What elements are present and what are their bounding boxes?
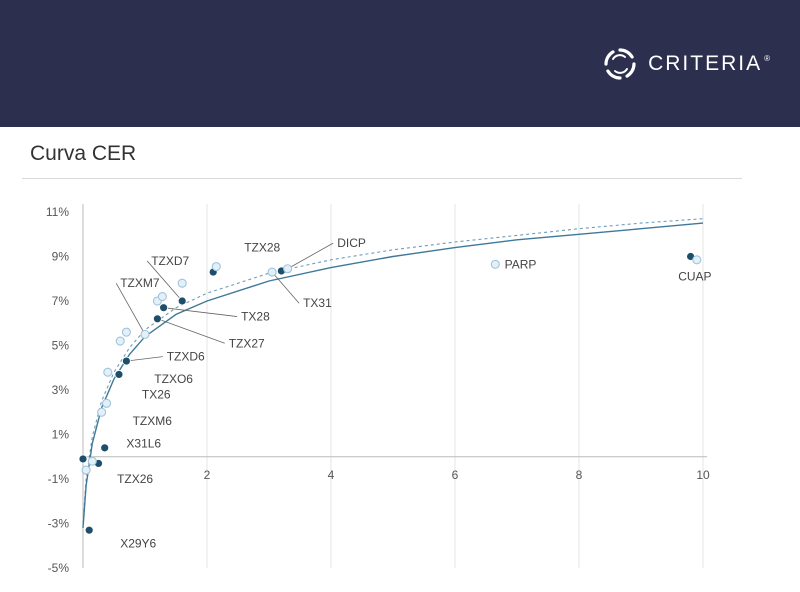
data-point-dark	[84, 525, 94, 535]
data-point-light	[102, 398, 112, 408]
y-tick-label: -3%	[48, 517, 70, 531]
data-point-light	[283, 264, 293, 274]
x-tick-label: 10	[696, 468, 710, 482]
data-point-dark	[122, 356, 131, 366]
label-leader-line	[115, 283, 146, 335]
y-tick-label: -5%	[48, 561, 70, 575]
data-point-dark	[114, 370, 124, 379]
fit-curve-solid	[82, 222, 704, 529]
data-point-dark	[152, 314, 162, 324]
point-label: CUAP	[678, 270, 711, 284]
y-tick-label: 1%	[52, 428, 70, 442]
point-label: TX28	[241, 310, 270, 324]
label-leader-line	[271, 271, 300, 304]
point-label: TZX26	[117, 472, 153, 486]
data-point-light	[121, 327, 131, 337]
x-tick-label: 8	[576, 468, 583, 482]
data-point-dark	[177, 296, 187, 306]
brand-logo: CRITERIA ®	[602, 46, 770, 82]
point-label: TZXM7	[120, 276, 160, 290]
data-point-light	[87, 456, 97, 466]
data-point-light	[211, 261, 221, 272]
data-point-light	[692, 255, 702, 265]
criteria-ring-logo-icon	[604, 48, 636, 80]
point-label: X29Y6	[120, 537, 156, 551]
data-point-light	[81, 465, 91, 475]
x-tick-label: 4	[328, 468, 335, 482]
label-leader-line	[146, 260, 183, 302]
chart-points	[78, 252, 702, 535]
data-point-light	[97, 407, 107, 417]
y-tick-label: 5%	[52, 339, 70, 353]
point-label: PARP	[505, 257, 537, 271]
point-label: TZXO6	[154, 372, 193, 386]
data-point-light	[115, 336, 125, 346]
y-tick-label: 3%	[52, 383, 70, 397]
header-banner: CRITERIA ®	[0, 0, 800, 127]
chart-label-leaders	[115, 242, 334, 362]
point-label: TZX27	[229, 336, 265, 350]
data-point-light	[157, 291, 167, 302]
point-label: TZX28	[244, 241, 280, 255]
chart-gridlines	[206, 204, 704, 568]
y-tick-label: 11%	[46, 205, 69, 219]
data-point-light	[103, 367, 113, 377]
label-leader-line	[126, 356, 163, 362]
data-point-light	[267, 267, 277, 277]
label-leader-line	[287, 242, 334, 270]
brand-registered-mark: ®	[764, 54, 770, 63]
chart-axes: 11% 9% 7% 5% 3% 1% -1% -3% -5% 2 4 6 8 10	[46, 204, 710, 575]
x-tick-label: 2	[204, 468, 211, 482]
chart-point-labels: TZX28 DICP TZXD7 TZXM7 TX31 TX28 TZX27 TZXD6 TZX…	[117, 236, 711, 550]
label-leader-line	[163, 307, 238, 317]
point-label: TZXD7	[151, 254, 189, 268]
data-point-light	[490, 259, 500, 269]
point-label: TX26	[142, 387, 171, 401]
data-point-light	[177, 278, 187, 288]
x-tick-label: 6	[452, 468, 459, 482]
point-label: TX31	[303, 296, 332, 310]
label-leader-line	[157, 318, 225, 344]
chart-fit-curves	[82, 218, 704, 529]
data-point-dark	[159, 303, 169, 313]
title-divider	[22, 178, 742, 179]
data-point-dark	[100, 443, 110, 453]
point-label: DICP	[337, 236, 366, 250]
y-tick-label: 7%	[52, 294, 70, 308]
point-label: TZXD6	[167, 350, 205, 364]
page-title: Curva CER	[30, 142, 137, 165]
point-label: TZXM6	[133, 414, 173, 428]
y-tick-label: -1%	[48, 472, 70, 486]
brand-name: CRITERIA	[648, 52, 763, 75]
point-label: X31L6	[126, 436, 161, 450]
data-point-light	[140, 329, 150, 339]
data-point-dark	[78, 454, 88, 464]
y-tick-label: 9%	[52, 250, 70, 264]
